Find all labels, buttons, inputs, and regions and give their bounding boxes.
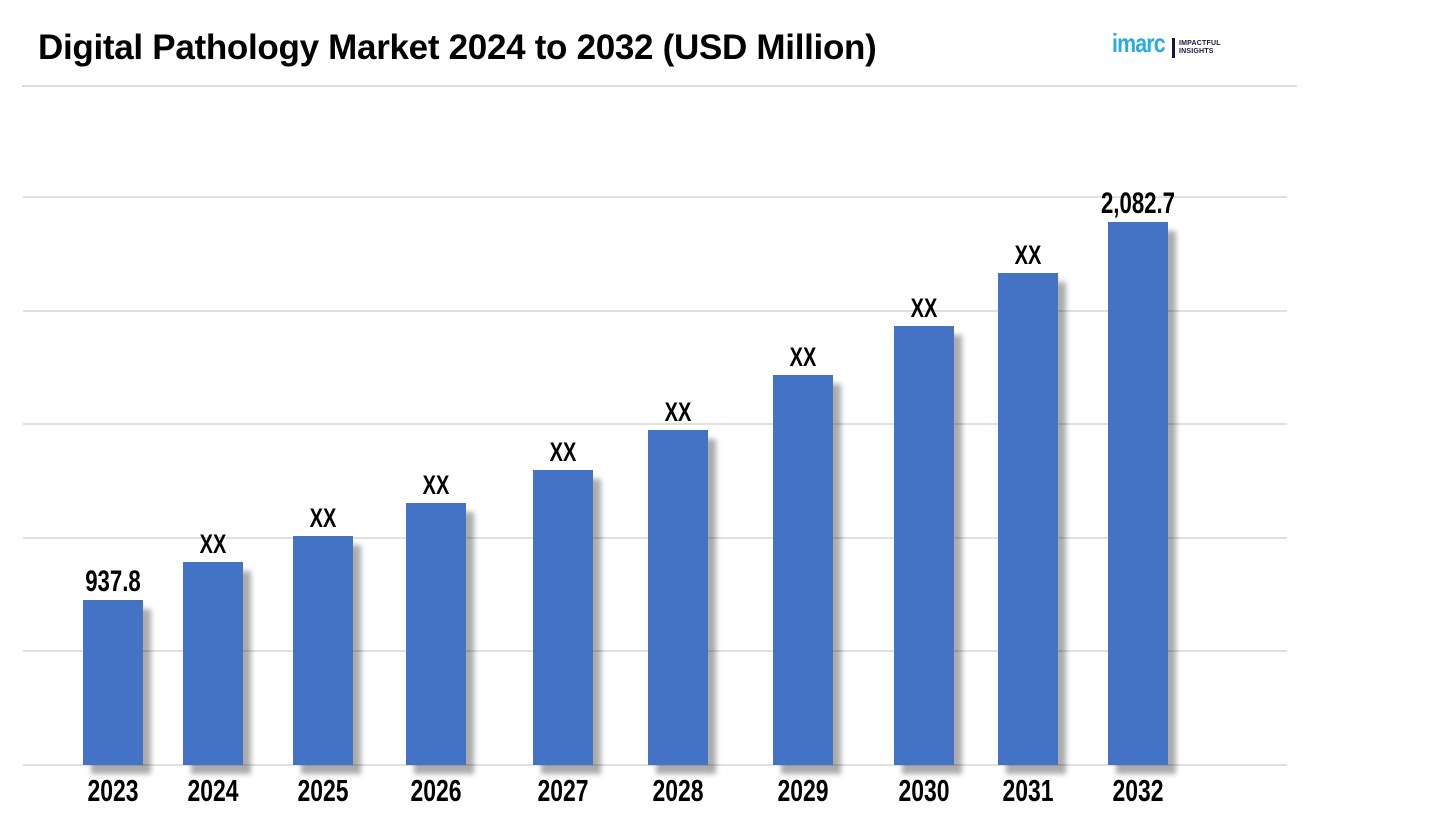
- bar-2032: [1108, 222, 1168, 765]
- value-label-2024: XX: [199, 529, 227, 559]
- title-divider: [22, 85, 1297, 87]
- value-label-2023: 937.8: [85, 565, 141, 598]
- x-axis-label-2032: 2032: [1112, 773, 1164, 808]
- value-label-2029: XX: [789, 342, 817, 372]
- x-axis-label-2029: 2029: [777, 773, 829, 808]
- bar-2026: [406, 503, 466, 765]
- bar-2030: [894, 326, 954, 765]
- value-label-2027: XX: [549, 437, 577, 467]
- gridline: [23, 310, 1287, 312]
- bar-2025: [293, 536, 353, 765]
- logo-tagline-line1: IMPACTFUL: [1179, 40, 1221, 47]
- x-axis-label-2027: 2027: [537, 773, 589, 808]
- logo-separator: [1172, 38, 1175, 58]
- chart-title: Digital Pathology Market 2024 to 2032 (U…: [38, 28, 877, 67]
- x-axis-label-2024: 2024: [187, 773, 239, 808]
- bar-2023: [83, 600, 143, 765]
- logo-tagline-line2: INSIGHTS: [1179, 48, 1214, 55]
- x-axis-label-2031: 2031: [1002, 773, 1054, 808]
- gridline: [23, 423, 1287, 425]
- x-axis-label-2023: 2023: [87, 773, 139, 808]
- bar-2029: [773, 375, 833, 765]
- bar-2031: [998, 273, 1058, 765]
- bar-2024: [183, 562, 243, 765]
- value-label-2028: XX: [664, 397, 692, 427]
- logo-tagline: IMPACTFUL INSIGHTS: [1179, 40, 1221, 56]
- x-axis-label-2028: 2028: [652, 773, 704, 808]
- bar-2028: [648, 430, 708, 765]
- value-label-2026: XX: [422, 470, 450, 500]
- x-axis-label-2030: 2030: [898, 773, 950, 808]
- value-label-2025: XX: [309, 503, 337, 533]
- bar-2027: [533, 470, 593, 765]
- gridline: [23, 196, 1287, 198]
- gridline: [23, 764, 1287, 766]
- value-label-2030: XX: [910, 293, 938, 323]
- x-axis-label-2025: 2025: [297, 773, 349, 808]
- imarc-logo-wordmark: imarc: [1112, 28, 1166, 58]
- value-label-2032: 2,082.7: [1100, 187, 1176, 220]
- x-axis-label-2026: 2026: [410, 773, 462, 808]
- value-label-2031: XX: [1014, 240, 1042, 270]
